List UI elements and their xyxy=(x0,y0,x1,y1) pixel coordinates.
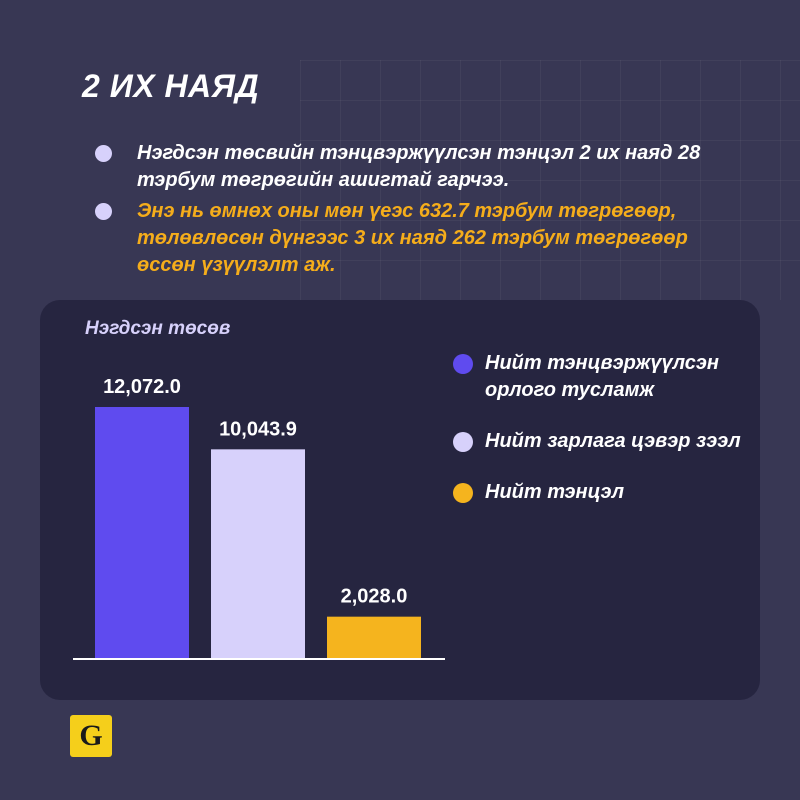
legend-swatch-icon xyxy=(453,483,473,503)
legend-label: Нийт зарлага цэвэр зээл xyxy=(485,430,741,452)
bar-value-label: 10,043.9 xyxy=(219,418,297,440)
chart-title: Нэгдсэн төсөв xyxy=(85,318,231,339)
bar xyxy=(327,616,421,659)
chart-card: Нэгдсэн төсөв 12,072.0 10,043.9 2,028.0 Ни… xyxy=(40,300,760,700)
legend-item: Нийт тэнцэл xyxy=(453,479,753,506)
chart-legend: Нийт тэнцвэржүүлсэн орлого тусламж Нийт … xyxy=(453,350,753,530)
legend-swatch-icon xyxy=(453,432,473,452)
legend-label: Нийт тэнцэл xyxy=(485,481,625,503)
bullet-dot-icon xyxy=(95,145,112,162)
bullet-item: Нэгдсэн төсвийн тэнцвэржүүлсэн тэнцэл 2 … xyxy=(95,140,715,194)
brand-logo: G xyxy=(70,715,112,757)
legend-item: Нийт зарлага цэвэр зээл xyxy=(453,428,753,455)
legend-swatch-icon xyxy=(453,354,473,374)
grid-background xyxy=(300,60,800,300)
bar-chart: 12,072.0 10,043.9 2,028.0 xyxy=(73,376,445,660)
bullet-item: Энэ нь өмнөх оны мөн үеэс 632.7 тэрбум т… xyxy=(95,198,715,279)
legend-item: Нийт тэнцвэржүүлсэн орлого тусламж xyxy=(453,350,753,404)
bullet-text: Нэгдсэн төсвийн тэнцвэржүүлсэн тэнцэл 2 … xyxy=(137,142,701,191)
bullet-list: Нэгдсэн төсвийн тэнцвэржүүлсэн тэнцэл 2 … xyxy=(95,140,715,283)
bar-value-label: 12,072.0 xyxy=(103,376,181,398)
bar xyxy=(211,449,305,659)
bar-value-label: 2,028.0 xyxy=(341,586,408,608)
bullet-dot-icon xyxy=(95,203,112,220)
bullet-text-highlight: Энэ нь өмнөх оны мөн үеэс 632.7 тэрбум т… xyxy=(137,200,688,276)
page-title: 2 ИХ НАЯД xyxy=(82,68,260,104)
legend-label: Нийт тэнцвэржүүлсэн орлого тусламж xyxy=(485,352,719,401)
bar xyxy=(95,407,189,659)
